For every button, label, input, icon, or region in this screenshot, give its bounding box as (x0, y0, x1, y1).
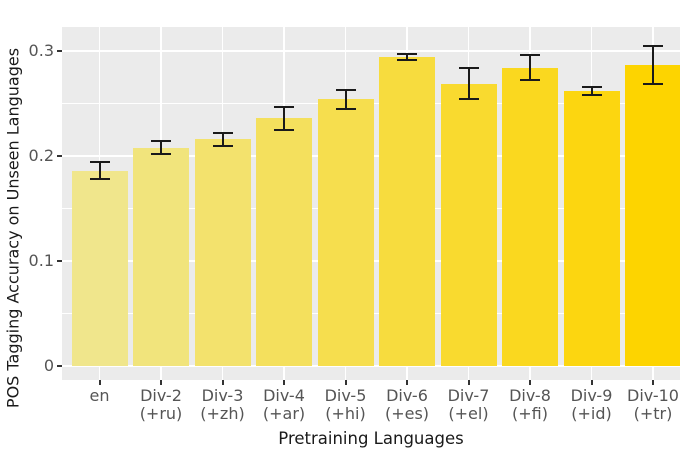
error-bar-div-8-cap-bottom (520, 79, 540, 82)
x-tick-mark-div-10 (652, 380, 654, 385)
x-tick-label-div-5: Div-5 (+hi) (309, 387, 383, 423)
error-bar-div-10-cap-top (643, 44, 663, 47)
y-tick-label-0.3: 0.3 (28, 41, 54, 60)
x-tick-label-div-7: Div-7 (+el) (432, 387, 506, 423)
error-bar-div-7-cap-bottom (458, 98, 479, 101)
error-bar-en-line (98, 162, 101, 180)
bar-div-7 (440, 83, 497, 366)
x-tick-label-line1: Div-5 (324, 386, 367, 405)
x-tick-label-div-6: Div-6 (+es) (370, 387, 444, 423)
x-tick-label-line2: (+id) (571, 404, 612, 423)
x-tick-label-line1: Div-6 (386, 386, 428, 405)
x-tick-label-line1: Div-7 (447, 386, 490, 405)
x-tick-label-line1: Div-4 (263, 386, 305, 405)
y-tick-mark-0.3 (57, 50, 62, 52)
x-tick-mark-div-8 (529, 380, 531, 385)
x-tick-label-line2: (+zh) (200, 404, 245, 423)
bar-div-6 (379, 57, 435, 366)
error-bar-en-cap-bottom (89, 178, 110, 181)
gridline-h-major-0.3 (62, 50, 680, 52)
x-tick-label-line1: en (89, 386, 110, 405)
x-tick-mark-div-7 (467, 380, 470, 385)
error-bar-div-5-cap-top (335, 88, 356, 91)
x-tick-mark-div-5 (344, 380, 347, 385)
x-tick-mark-div-6 (406, 380, 408, 385)
x-tick-label-div-8: Div-8 (+fi) (493, 387, 567, 423)
plot-area (62, 27, 680, 380)
x-tick-label-line2: (+ru) (139, 404, 183, 423)
bar-div-2 (133, 147, 189, 366)
error-bar-div-9-cap-bottom (581, 94, 602, 97)
error-bar-div-8-cap-top (520, 54, 540, 57)
bar-en (71, 170, 128, 366)
error-bar-div-4-cap-top (274, 105, 294, 108)
x-tick-label-div-9: Div-9 (+id) (555, 387, 629, 423)
error-bar-div-7-line (467, 67, 470, 100)
error-bar-div-6-cap-top (397, 53, 417, 56)
error-bar-div-6-line (406, 54, 408, 61)
x-tick-label-en: en (63, 387, 137, 405)
x-tick-label-line2: (+es) (384, 404, 430, 423)
y-tick-label-0.2: 0.2 (28, 146, 54, 165)
error-bar-div-6-cap-bottom (397, 59, 417, 62)
bar-div-8 (502, 67, 558, 366)
x-tick-label-line2: (+tr) (633, 404, 673, 423)
bar-div-5 (317, 99, 374, 366)
x-tick-mark-div-9 (590, 380, 593, 385)
error-bar-div-8-line (529, 55, 531, 81)
x-tick-label-line2: (+hi) (325, 404, 366, 423)
x-tick-label-div-3: Div-3 (+zh) (186, 387, 260, 423)
y-tick-label-0: 0 (43, 356, 54, 375)
error-bar-div-3-line (221, 132, 224, 146)
x-tick-label-div-4: Div-4 (+ar) (247, 387, 321, 423)
x-axis-title: Pretraining Languages (278, 429, 464, 448)
x-tick-label-line2: (+ar) (262, 404, 306, 423)
x-tick-mark-div-3 (221, 380, 224, 385)
error-bar-div-2-cap-bottom (151, 152, 171, 155)
x-tick-label-line1: Div-3 (201, 386, 244, 405)
error-bar-div-5-line (344, 89, 347, 109)
error-bar-div-10-cap-bottom (643, 82, 663, 85)
error-bar-div-4-cap-bottom (274, 128, 294, 131)
error-bar-div-2-cap-top (151, 140, 171, 143)
y-tick-mark-0.1 (57, 260, 62, 262)
x-tick-label-line1: Div-9 (570, 386, 613, 405)
y-axis-title: POS Tagging Accuracy on Unseen Languages (3, 47, 23, 409)
x-tick-label-line1: Div-10 (627, 386, 679, 405)
bar-div-9 (563, 90, 620, 366)
x-tick-label-div-2: Div-2 (+ru) (124, 387, 198, 423)
y-tick-mark-0 (57, 365, 62, 367)
error-bar-div-9-cap-top (581, 85, 602, 88)
error-bar-div-5-cap-bottom (335, 107, 356, 110)
x-tick-mark-div-4 (283, 380, 285, 385)
x-tick-mark-en (98, 380, 101, 385)
bar-div-3 (194, 139, 251, 366)
x-tick-label-line1: Div-2 (140, 386, 182, 405)
x-tick-mark-div-2 (160, 380, 162, 385)
gridline-h-major-0 (62, 365, 680, 367)
error-bar-div-7-cap-top (458, 66, 479, 69)
error-bar-div-10-line (652, 45, 654, 84)
y-tick-label-0.1: 0.1 (28, 251, 54, 270)
x-tick-label-line2: (+fi) (512, 404, 548, 423)
error-bar-en-cap-top (89, 161, 110, 164)
x-tick-label-line1: Div-8 (509, 386, 551, 405)
error-bar-div-3-cap-bottom (212, 144, 233, 147)
y-tick-mark-0.2 (57, 155, 62, 157)
error-bar-div-2-line (160, 141, 162, 154)
x-tick-label-div-10: Div-10 (+tr) (616, 387, 690, 423)
x-tick-label-line2: (+el) (448, 404, 489, 423)
bar-div-10 (625, 64, 680, 366)
bar-div-4 (256, 118, 312, 366)
error-bar-div-3-cap-top (212, 131, 233, 134)
error-bar-div-4-line (283, 106, 285, 130)
error-bar-div-9-line (590, 86, 593, 96)
